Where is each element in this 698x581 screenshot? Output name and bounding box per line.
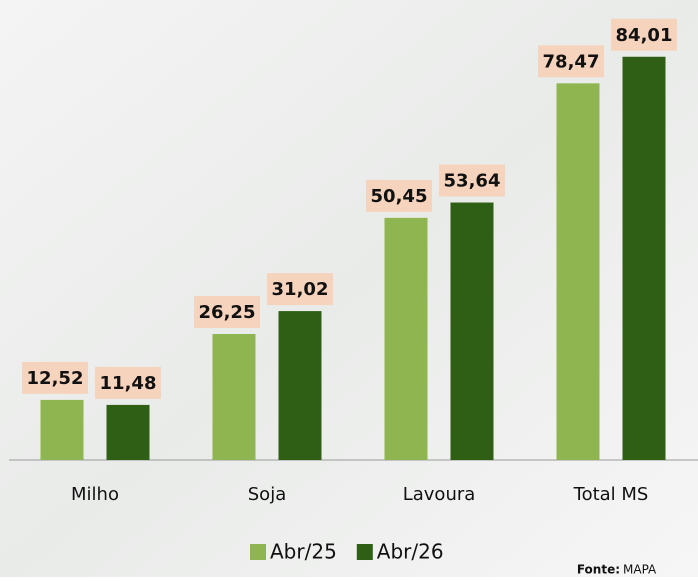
x-tick-label: Lavoura (403, 484, 476, 505)
value-label-box (366, 179, 432, 212)
legend-label: Abr/26 (377, 540, 444, 564)
value-label-box (439, 164, 505, 197)
bar (106, 404, 150, 460)
bar (622, 56, 666, 460)
value-label-box (22, 361, 88, 394)
bar (212, 334, 256, 460)
legend-swatch (250, 544, 266, 560)
bar (40, 399, 84, 460)
value-label: 84,01 (616, 25, 673, 46)
value-label: 11,48 (100, 373, 157, 394)
legend-swatch (356, 544, 373, 560)
value-label-box (267, 273, 333, 306)
value-label: 50,45 (371, 186, 428, 207)
value-label: 78,47 (543, 51, 600, 72)
bar (450, 202, 494, 460)
legend-label: Abr/25 (270, 540, 337, 564)
source-label: Fonte: (577, 563, 620, 577)
bar (556, 83, 600, 461)
bar (278, 311, 322, 460)
x-tick-label: Soja (248, 484, 286, 505)
value-label: 31,02 (272, 279, 329, 300)
bar (384, 217, 428, 460)
x-tick-label: Total MS (573, 484, 649, 505)
value-label-box (194, 296, 260, 328)
value-label-box (611, 18, 677, 51)
value-label-box (538, 45, 604, 78)
value-label-box (95, 366, 161, 399)
source: MAPA (623, 563, 657, 577)
x-tick-label: Milho (71, 484, 119, 505)
value-label: 12,52 (27, 368, 84, 389)
value-label: 26,25 (199, 302, 256, 323)
value-label: 53,64 (444, 171, 501, 192)
